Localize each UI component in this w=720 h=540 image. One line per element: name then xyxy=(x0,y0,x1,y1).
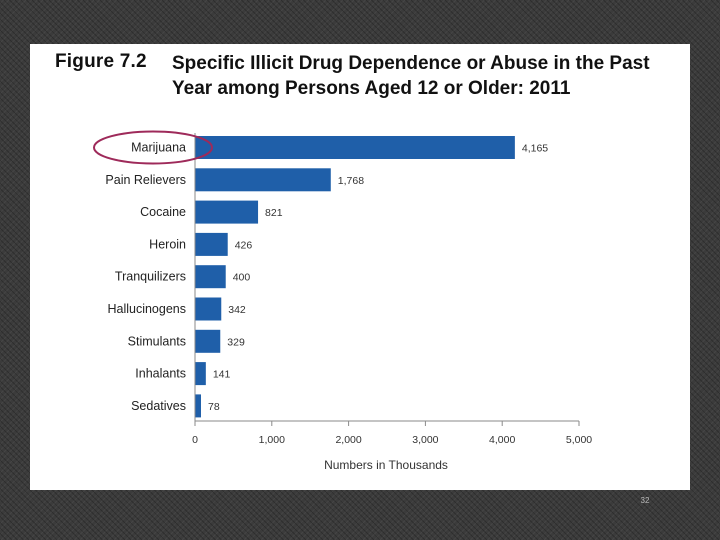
value-label-heroin: 426 xyxy=(235,239,253,251)
category-label-pain-relievers: Pain Relievers xyxy=(105,173,186,187)
category-label-sedatives: Sedatives xyxy=(131,399,186,413)
category-label-stimulants: Stimulants xyxy=(128,334,186,348)
slide-number: 32 xyxy=(640,496,650,505)
bar-tranquilizers xyxy=(195,265,226,289)
highlight-ellipse xyxy=(93,130,213,165)
value-label-inhalants: 141 xyxy=(213,369,231,381)
bar-inhalants xyxy=(195,362,206,386)
x-tick-label-0: 0 xyxy=(192,434,198,446)
x-tick-label-2000: 2,000 xyxy=(335,434,361,446)
category-label-inhalants: Inhalants xyxy=(135,367,186,381)
bars-layer xyxy=(195,136,515,418)
chart-title: Specific Illicit Drug Dependence or Abus… xyxy=(172,53,650,99)
value-label-hallucinogens: 342 xyxy=(228,304,246,316)
x-tick-label-3000: 3,000 xyxy=(412,434,438,446)
bar-stimulants xyxy=(195,329,221,353)
bar-heroin xyxy=(195,232,228,256)
category-label-hallucinogens: Hallucinogens xyxy=(107,302,186,316)
value-label-pain-relievers: 1,768 xyxy=(338,175,364,187)
category-label-tranquilizers: Tranquilizers xyxy=(115,270,186,284)
bar-pain-relievers xyxy=(195,168,331,192)
value-label-sedatives: 78 xyxy=(208,401,220,413)
bar-cocaine xyxy=(195,200,259,224)
x-axis: 0 1,000 2,000 3,000 4,000 5,000 xyxy=(192,133,592,446)
category-label-heroin: Heroin xyxy=(149,237,186,251)
category-label-marijuana: Marijuana xyxy=(131,141,186,155)
x-tick-label-4000: 4,000 xyxy=(489,434,515,446)
bar-marijuana xyxy=(195,136,515,159)
labels-layer: Marijuana 4,165 Pain Relievers 1,768 Cocaine… xyxy=(93,130,548,413)
bar-hallucinogens xyxy=(195,297,222,321)
value-label-stimulants: 329 xyxy=(227,336,245,348)
figure-label: Figure 7.2 xyxy=(55,51,147,72)
x-tick-label-5000: 5,000 xyxy=(566,434,592,446)
category-label-cocaine: Cocaine xyxy=(140,205,186,219)
bar-sedatives xyxy=(195,394,201,418)
value-label-marijuana: 4,165 xyxy=(522,143,548,155)
slide-panel xyxy=(30,44,690,490)
value-label-cocaine: 821 xyxy=(265,207,283,219)
value-label-tranquilizers: 400 xyxy=(233,272,251,284)
x-tick-label-1000: 1,000 xyxy=(259,434,285,446)
x-axis-label: Numbers in Thousands xyxy=(324,458,448,472)
